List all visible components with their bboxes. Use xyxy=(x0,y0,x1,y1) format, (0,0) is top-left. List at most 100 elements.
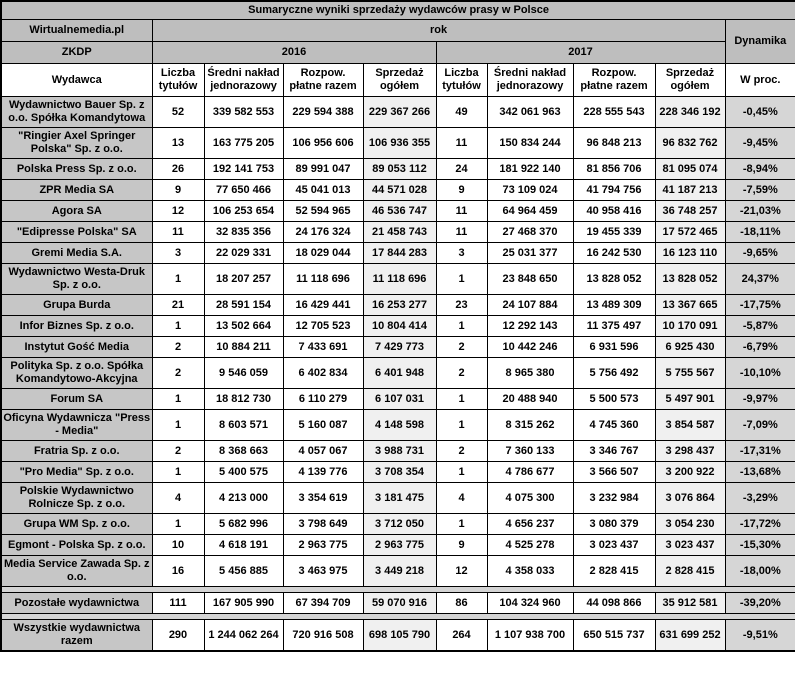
count-2016-cell: 12 xyxy=(151,200,205,222)
paid-distribution-2016-cell: 6 402 834 xyxy=(282,357,364,389)
count-2016-cell: 1 xyxy=(151,461,205,483)
publisher-name-cell: Polska Press Sp. z o.o. xyxy=(0,158,153,180)
avg-circulation-2016-cell: 18 812 730 xyxy=(203,388,284,410)
dynamics-percent-cell: -17,31% xyxy=(724,440,795,462)
paid-distribution-2016-cell: 720 916 508 xyxy=(282,619,364,652)
publisher-name-cell: Grupa Burda xyxy=(0,294,153,316)
count-2016-cell: 9 xyxy=(151,179,205,201)
count-2017-cell: 1 xyxy=(435,388,488,410)
avg-circulation-2016-cell: 13 502 664 xyxy=(203,315,284,337)
total-sales-2016-cell: 10 804 414 xyxy=(362,315,437,337)
total-sales-2017-cell: 3 298 437 xyxy=(654,440,726,462)
count-2016-cell: 21 xyxy=(151,294,205,316)
summary-row-total: Wszystkie wydawnictwa razem 290 1 244 062 … xyxy=(0,619,795,652)
count-2016-cell: 2 xyxy=(151,440,205,462)
total-sales-2017-cell: 3 854 587 xyxy=(654,409,726,441)
paid-distribution-2016-cell: 24 176 324 xyxy=(282,221,364,243)
count-2016-cell: 1 xyxy=(151,388,205,410)
table-row: Grupa Burda 21 28 591 154 16 429 441 16 253 … xyxy=(0,294,795,316)
table-row: Forum SA 1 18 812 730 6 110 279 6 107 031 1 20… xyxy=(0,388,795,410)
total-sales-2016-header: Sprzedaż ogółem xyxy=(362,63,437,97)
avg-circulation-2017-cell: 4 656 237 xyxy=(486,513,574,535)
avg-circulation-2016-cell: 77 650 466 xyxy=(203,179,284,201)
count-2017-cell: 2 xyxy=(435,440,488,462)
dynamika-header: Dynamika xyxy=(724,19,795,64)
total-sales-2016-cell: 4 148 598 xyxy=(362,409,437,441)
publisher-name-cell: Wydawnictwo Bauer Sp. z o.o. Spółka Koma… xyxy=(0,96,153,128)
avg-circulation-2017-cell: 4 525 278 xyxy=(486,534,574,556)
total-sales-2017-cell: 5 497 901 xyxy=(654,388,726,410)
dynamics-percent-cell: -9,65% xyxy=(724,242,795,264)
total-sales-2017-cell: 2 828 415 xyxy=(654,555,726,587)
avg-circulation-2016-cell: 18 207 257 xyxy=(203,263,284,295)
paid-distribution-2017-cell: 81 856 706 xyxy=(572,158,656,180)
dynamics-percent-cell: -6,79% xyxy=(724,336,795,358)
total-sales-2017-cell: 96 832 762 xyxy=(654,127,726,159)
dynamics-percent-cell: -15,30% xyxy=(724,534,795,556)
paid-distribution-2016-cell: 2 963 775 xyxy=(282,534,364,556)
publisher-name-cell: Pozostałe wydawnictwa xyxy=(0,592,153,614)
table-row: Oficyna Wydawnicza "Press - Media" 1 8 603… xyxy=(0,409,795,441)
total-sales-2017-cell: 631 699 252 xyxy=(654,619,726,652)
paid-distribution-2016-header: Rozpow. płatne razem xyxy=(282,63,364,97)
publisher-name-cell: Grupa WM Sp. z o.o. xyxy=(0,513,153,535)
avg-circulation-2016-cell: 22 029 331 xyxy=(203,242,284,264)
total-sales-2017-cell: 3 054 230 xyxy=(654,513,726,535)
count-2016-cell: 11 xyxy=(151,221,205,243)
total-sales-2016-cell: 3 708 354 xyxy=(362,461,437,483)
paid-distribution-2017-cell: 228 555 543 xyxy=(572,96,656,128)
count-2017-cell: 1 xyxy=(435,409,488,441)
table-row: "Ringier Axel Springer Polska" Sp. z o.o… xyxy=(0,127,795,159)
paid-distribution-2016-cell: 7 433 691 xyxy=(282,336,364,358)
paid-distribution-2016-cell: 45 041 013 xyxy=(282,179,364,201)
count-2017-cell: 4 xyxy=(435,482,488,514)
paid-distribution-2016-cell: 3 354 619 xyxy=(282,482,364,514)
total-sales-2017-cell: 5 755 567 xyxy=(654,357,726,389)
count-2017-cell: 1 xyxy=(435,263,488,295)
paid-distribution-2016-cell: 3 798 649 xyxy=(282,513,364,535)
total-sales-2017-cell: 3 076 864 xyxy=(654,482,726,514)
avg-circulation-2016-cell: 5 400 575 xyxy=(203,461,284,483)
avg-circulation-2017-cell: 4 358 033 xyxy=(486,555,574,587)
avg-circulation-2017-cell: 181 922 140 xyxy=(486,158,574,180)
count-2017-cell: 1 xyxy=(435,513,488,535)
count-2016-cell: 290 xyxy=(151,619,205,652)
avg-circulation-2016-cell: 163 775 205 xyxy=(203,127,284,159)
paid-distribution-2017-cell: 650 515 737 xyxy=(572,619,656,652)
total-sales-2016-cell: 2 963 775 xyxy=(362,534,437,556)
count-2016-cell: 1 xyxy=(151,263,205,295)
avg-circulation-2016-cell: 5 456 885 xyxy=(203,555,284,587)
table-row: ZPR Media SA 9 77 650 466 45 041 013 44 571 … xyxy=(0,179,795,201)
paid-distribution-2016-cell: 229 594 388 xyxy=(282,96,364,128)
dynamics-percent-cell: -17,72% xyxy=(724,513,795,535)
avg-circulation-2017-cell: 27 468 370 xyxy=(486,221,574,243)
dynamics-percent-cell: -39,20% xyxy=(724,592,795,614)
count-2016-cell: 1 xyxy=(151,315,205,337)
count-2017-cell: 9 xyxy=(435,534,488,556)
total-sales-2016-cell: 6 107 031 xyxy=(362,388,437,410)
count-2016-header: Liczba tytułów xyxy=(151,63,205,97)
total-sales-2016-cell: 106 936 355 xyxy=(362,127,437,159)
paid-distribution-2017-cell: 96 848 213 xyxy=(572,127,656,159)
dynamics-percent-cell: 24,37% xyxy=(724,263,795,295)
publisher-name-cell: Agora SA xyxy=(0,200,153,222)
publisher-name-cell: Egmont - Polska Sp. z o.o. xyxy=(0,534,153,556)
avg-circulation-2017-cell: 1 107 938 700 xyxy=(486,619,574,652)
avg-circulation-2016-cell: 339 582 553 xyxy=(203,96,284,128)
dynamics-percent-cell: -9,45% xyxy=(724,127,795,159)
table-row: Gremi Media S.A. 3 22 029 331 18 029 044 17 … xyxy=(0,242,795,264)
dynamics-percent-cell: -7,59% xyxy=(724,179,795,201)
avg-circulation-2016-cell: 167 905 990 xyxy=(203,592,284,614)
avg-circulation-2017-cell: 8 315 262 xyxy=(486,409,574,441)
count-2017-cell: 12 xyxy=(435,555,488,587)
dynamics-percent-cell: -18,00% xyxy=(724,555,795,587)
table-row: Grupa WM Sp. z o.o. 1 5 682 996 3 798 649 3 … xyxy=(0,513,795,535)
avg-circulation-2016-cell: 5 682 996 xyxy=(203,513,284,535)
dynamics-percent-cell: -18,11% xyxy=(724,221,795,243)
paid-distribution-2017-cell: 3 080 379 xyxy=(572,513,656,535)
dynamics-percent-cell: -0,45% xyxy=(724,96,795,128)
count-2016-cell: 111 xyxy=(151,592,205,614)
total-sales-2017-cell: 228 346 192 xyxy=(654,96,726,128)
avg-circulation-2017-header: Średni nakład jednorazowy xyxy=(486,63,574,97)
count-2017-cell: 86 xyxy=(435,592,488,614)
